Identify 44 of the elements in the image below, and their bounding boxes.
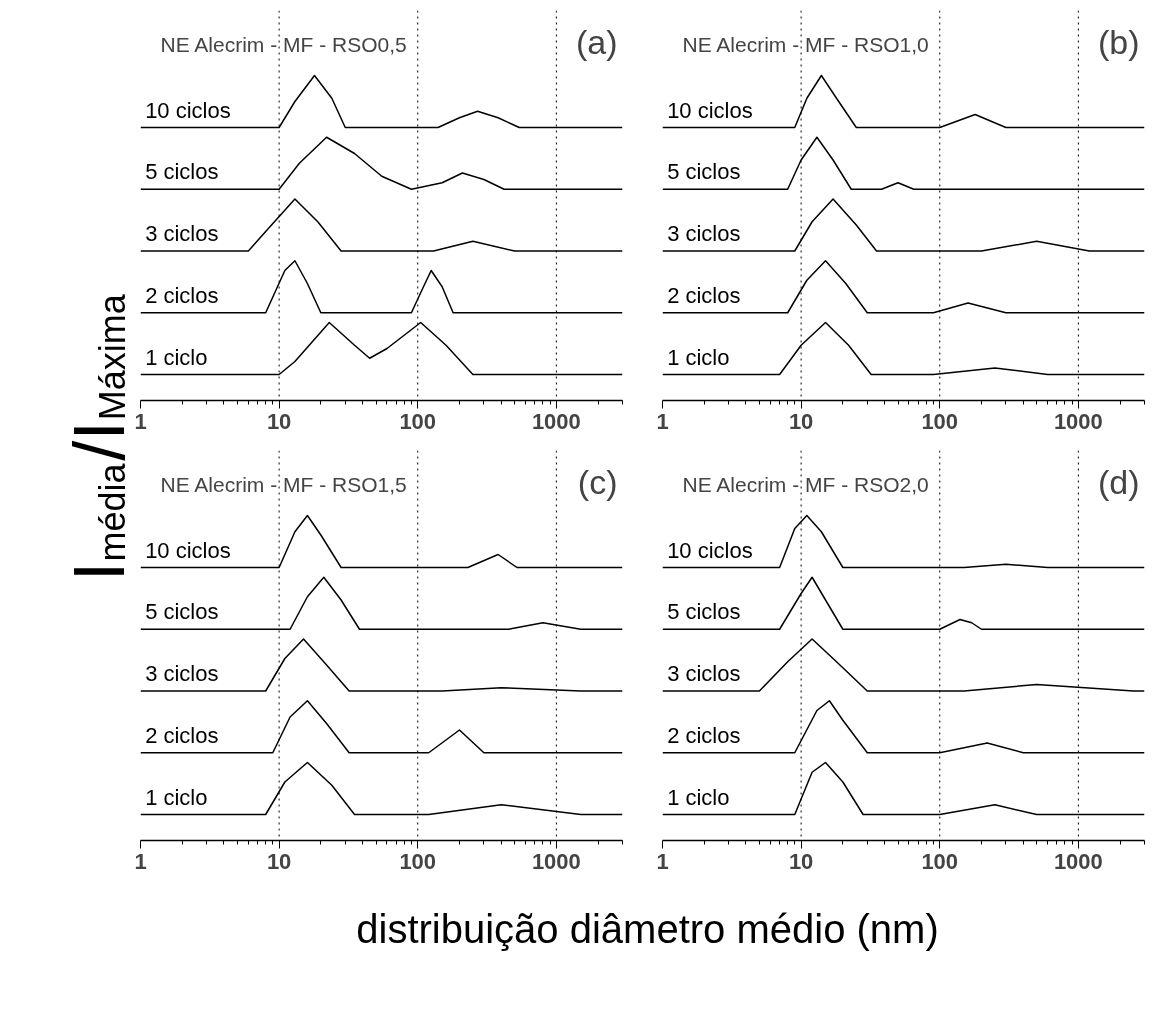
series-label: 10 ciclos [145,97,231,123]
series-label: 1 ciclo [145,784,208,810]
series-label: 5 ciclos [145,599,219,625]
series-label: 10 ciclos [145,537,231,563]
x-tick-label: 1000 [1053,848,1103,874]
series-label: 5 ciclos [667,159,741,185]
x-tick-label: 1000 [531,408,581,434]
series-label: 3 ciclos [145,661,219,687]
x-tick-label: 1000 [531,848,581,874]
x-tick-label: 100 [921,848,959,874]
x-tick-label: 1 [656,408,669,434]
text: (a) [575,22,618,61]
series-label: 2 ciclos [145,722,219,748]
series-label: 10 ciclos [667,537,753,563]
x-tick-label: 10 [266,408,292,434]
text: (c) [577,462,618,501]
chart-title: NE Alecrim - MF - RSO0,5 [160,32,407,56]
x-tick-label: 1 [656,848,669,874]
x-tick-label: 100 [399,848,437,874]
text: (b) [1097,22,1140,61]
series-label: 3 ciclos [667,661,741,687]
x-tick-label: 10 [788,848,814,874]
chart-title: NE Alecrim - MF - RSO1,5 [160,472,407,496]
x-tick-label: 10 [788,408,814,434]
x-axis-title: distribuição diâmetro médio (nm) [356,906,939,951]
chart-title: NE Alecrim - MF - RSO2,0 [682,472,929,496]
series-label: 2 ciclos [667,722,741,748]
series-label: 1 ciclo [667,344,730,370]
text: (d) [1097,462,1140,501]
x-tick-label: 100 [399,408,437,434]
x-tick-label: 100 [921,408,959,434]
series-label: 10 ciclos [667,97,753,123]
series-label: 1 ciclo [145,344,208,370]
series-label: 3 ciclos [145,221,219,247]
x-tick-label: 1 [134,848,147,874]
x-tick-label: 10 [266,848,292,874]
series-label: 2 ciclos [145,282,219,308]
series-label: 5 ciclos [667,599,741,625]
series-label: 2 ciclos [667,282,741,308]
series-label: 5 ciclos [145,159,219,185]
series-label: 3 ciclos [667,221,741,247]
series-label: 1 ciclo [667,784,730,810]
chart-title: NE Alecrim - MF - RSO1,0 [682,32,929,56]
x-tick-label: 1000 [1053,408,1103,434]
